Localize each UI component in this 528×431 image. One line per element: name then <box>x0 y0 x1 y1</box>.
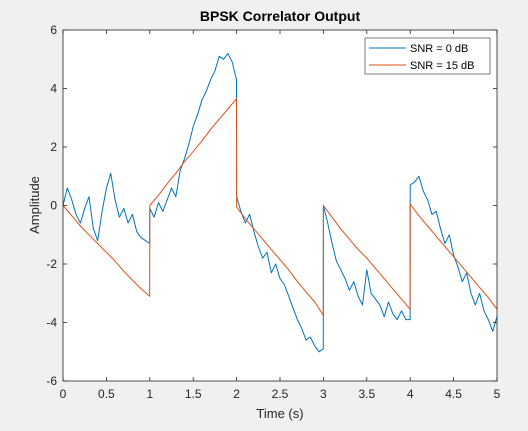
x-tick-label: 3 <box>320 387 327 401</box>
y-tick-label: -6 <box>46 374 57 388</box>
y-tick-label: 2 <box>50 140 57 154</box>
legend-label-snr-15db: SNR = 15 dB <box>410 60 475 72</box>
x-tick-label: 5 <box>494 387 501 401</box>
series-layer <box>62 52 498 353</box>
y-tick-label: 0 <box>50 199 57 213</box>
x-axis-label: Time (s) <box>256 406 303 421</box>
x-tick-label: 2 <box>233 387 240 401</box>
y-tick-label: 4 <box>50 82 57 96</box>
series-line-snr-15db <box>62 98 498 316</box>
y-tick-label: -2 <box>46 257 57 271</box>
chart-title: BPSK Correlator Output <box>200 8 361 24</box>
x-tick-label: 1 <box>146 387 153 401</box>
x-tick-label: 0 <box>60 387 67 401</box>
x-tick-label: 2.5 <box>272 387 289 401</box>
y-tick-label: 6 <box>50 23 57 37</box>
legend-box <box>364 37 491 75</box>
y-axis: -6 -4 -2 0 2 4 6 <box>46 23 497 388</box>
x-tick-label: 3.5 <box>358 387 375 401</box>
x-tick-label: 4.5 <box>445 387 462 401</box>
x-tick-label: 0.5 <box>98 387 115 401</box>
x-tick-label: 4 <box>407 387 414 401</box>
series-line-snr-0db <box>62 52 498 353</box>
legend-label-snr-0db: SNR = 0 dB <box>410 43 468 55</box>
legend[interactable]: SNR = 0 dB SNR = 15 dB <box>364 37 491 75</box>
x-tick-label: 1.5 <box>185 387 202 401</box>
y-tick-label: -4 <box>46 316 57 330</box>
x-axis: 0 0.5 1 1.5 2 2.5 3 3.5 4 4.5 5 <box>60 30 501 401</box>
plot-area <box>63 30 497 381</box>
y-axis-label: Amplitude <box>27 176 42 234</box>
